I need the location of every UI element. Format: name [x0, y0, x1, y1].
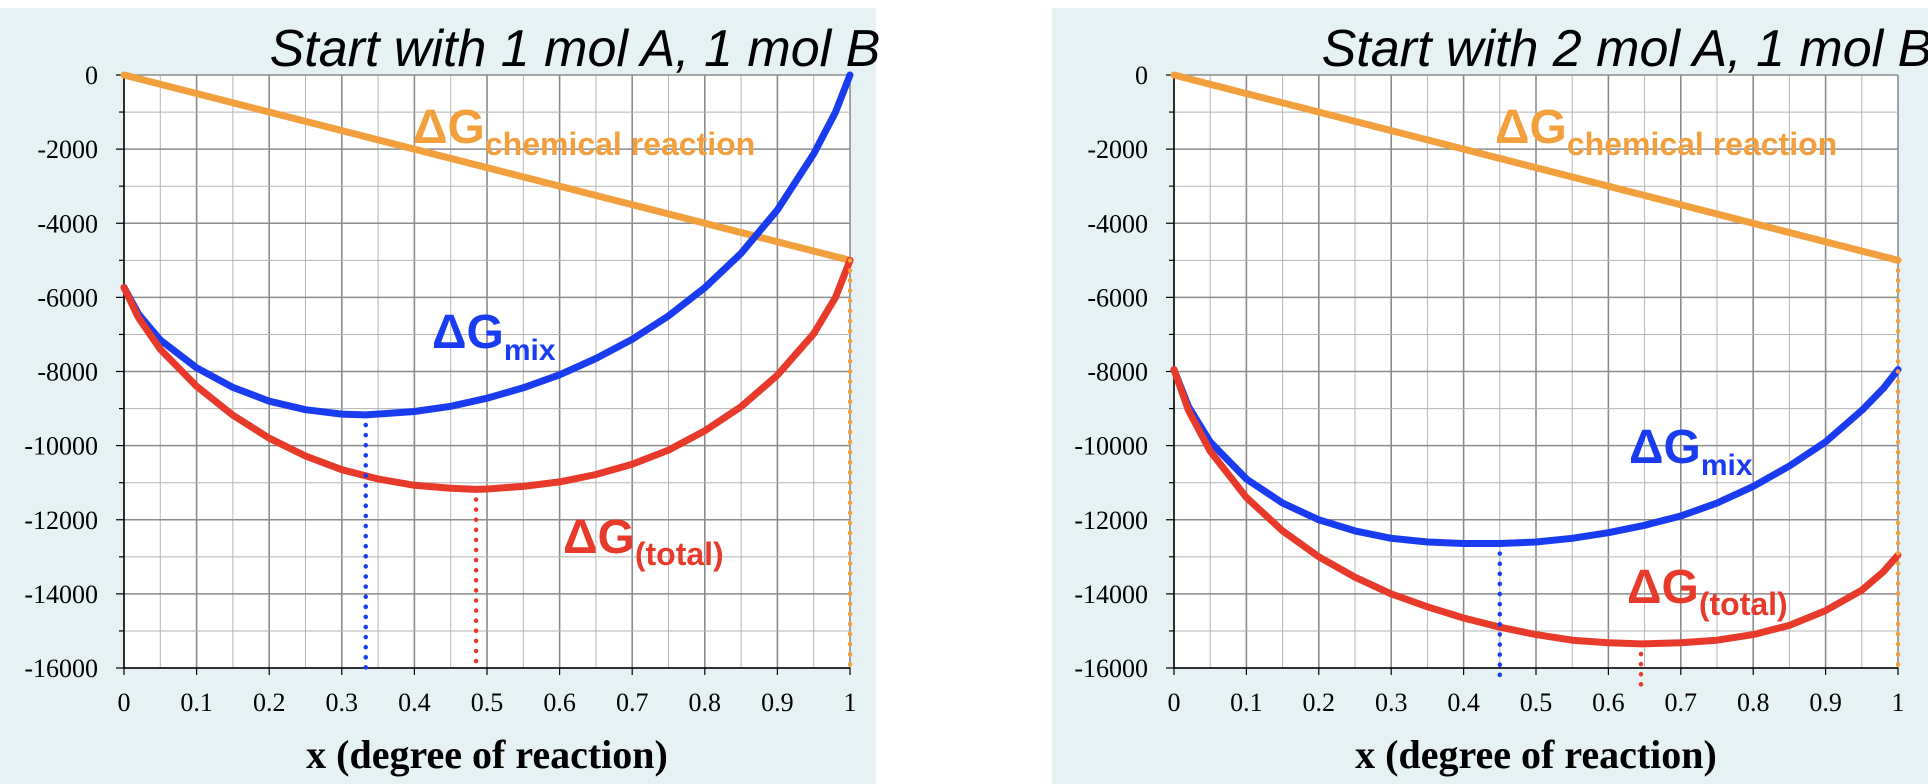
x-tick-label: 0.4 — [398, 688, 431, 717]
series-label-main: ΔG — [432, 306, 504, 359]
y-tick-label: -4000 — [1087, 209, 1148, 238]
x-tick-label: 0.7 — [616, 688, 649, 717]
series-line-total — [120, 256, 854, 493]
x-tick-label: 0.2 — [253, 688, 286, 717]
x-tick-label: 0.1 — [180, 688, 213, 717]
series-label-mix: ΔGmix — [432, 306, 556, 367]
series-label-main: ΔG — [413, 101, 485, 154]
x-tick-label: 0.6 — [1592, 688, 1625, 717]
chart-title: Start with 1 mol A, 1 mol B — [270, 20, 881, 78]
y-tick-label: -10000 — [1074, 432, 1148, 461]
y-tick-label: -6000 — [37, 283, 98, 312]
chart-title: Start with 2 mol A, 1 mol B — [1322, 20, 1928, 78]
series-label-main: ΔG — [1495, 101, 1567, 154]
grid-lines — [1173, 74, 1899, 669]
x-tick-label: 0.3 — [326, 688, 359, 717]
y-tick-label: -6000 — [1087, 283, 1148, 312]
x-tick-label: 1 — [844, 688, 857, 717]
series-label-total: ΔG(total) — [563, 511, 724, 572]
x-tick-label: 0.1 — [1230, 688, 1263, 717]
series-label-mix: ΔGmix — [1629, 421, 1753, 482]
series-label-subscript: (total) — [635, 536, 724, 572]
x-tick-label: 0.9 — [761, 688, 794, 717]
y-tick-label: -12000 — [1074, 506, 1148, 535]
x-axis-label: x (degree of reaction) — [306, 732, 668, 777]
chart-panel-2mol: 0 -2000 -4000 -6000 -8000 -10000 -12000 -14000 -… — [1052, 8, 1928, 784]
series-label-total: ΔG(total) — [1627, 561, 1788, 622]
series-line-total — [1170, 366, 1902, 648]
series-label-main: ΔG — [1627, 561, 1699, 614]
x-tick-label: 0.5 — [1520, 688, 1553, 717]
y-tick-label: -10000 — [24, 432, 98, 461]
x-tick-label: 0.7 — [1665, 688, 1698, 717]
x-axis-label: x (degree of reaction) — [1355, 732, 1717, 777]
x-tick-label: 0.9 — [1809, 688, 1842, 717]
y-tick-label: -16000 — [24, 654, 98, 683]
x-tick-label: 0 — [118, 688, 131, 717]
series-label-chemical-reaction: ΔGchemical reaction — [413, 101, 755, 162]
y-tick-label: 0 — [85, 61, 98, 90]
series-line-chemical-reaction — [1170, 71, 1902, 264]
x-tick-label: 0.2 — [1303, 688, 1336, 717]
chart-2mol-svg: 0 -2000 -4000 -6000 -8000 -10000 -12000 -14000 -… — [1074, 20, 1928, 777]
series-label-subscript: chemical reaction — [485, 126, 755, 162]
series-label-main: ΔG — [563, 511, 635, 564]
x-tick-label: 0.8 — [689, 688, 722, 717]
series-line-mix — [1170, 366, 1902, 547]
x-tick-label: 0.6 — [543, 688, 576, 717]
series-label-subscript: (total) — [1699, 586, 1788, 622]
series-label-chemical-reaction: ΔGchemical reaction — [1495, 101, 1837, 162]
series-label-main: ΔG — [1629, 421, 1701, 474]
series-line-mix — [120, 71, 854, 419]
y-tick-label: -14000 — [24, 580, 98, 609]
y-tick-label: -14000 — [1074, 580, 1148, 609]
y-tick-label: -2000 — [1087, 135, 1148, 164]
y-tick-label: -16000 — [1074, 654, 1148, 683]
x-tick-label: 0.5 — [471, 688, 504, 717]
x-tick-label: 0 — [1168, 688, 1181, 717]
series-label-subscript: mix — [504, 334, 556, 367]
x-tick-label: 0.4 — [1447, 688, 1480, 717]
y-tick-label: -4000 — [37, 209, 98, 238]
grid-lines — [123, 74, 851, 669]
series-label-subscript: chemical reaction — [1567, 126, 1837, 162]
x-tick-label: 1 — [1892, 688, 1905, 717]
chart-1mol-svg: 0 -2000 -4000 -6000 -8000 -10000 -12000 -14000 -… — [24, 20, 880, 777]
series-line-chemical-reaction — [120, 71, 854, 264]
x-tick-label: 0.8 — [1737, 688, 1770, 717]
chart-panel-1mol: 0 -2000 -4000 -6000 -8000 -10000 -12000 -14000 -… — [0, 8, 880, 784]
series-label-subscript: mix — [1701, 449, 1753, 482]
y-tick-label: -8000 — [1087, 358, 1148, 387]
y-tick-label: 0 — [1135, 61, 1148, 90]
y-tick-label: -12000 — [24, 506, 98, 535]
y-tick-label: -8000 — [37, 358, 98, 387]
x-tick-label: 0.3 — [1375, 688, 1408, 717]
y-tick-label: -2000 — [37, 135, 98, 164]
